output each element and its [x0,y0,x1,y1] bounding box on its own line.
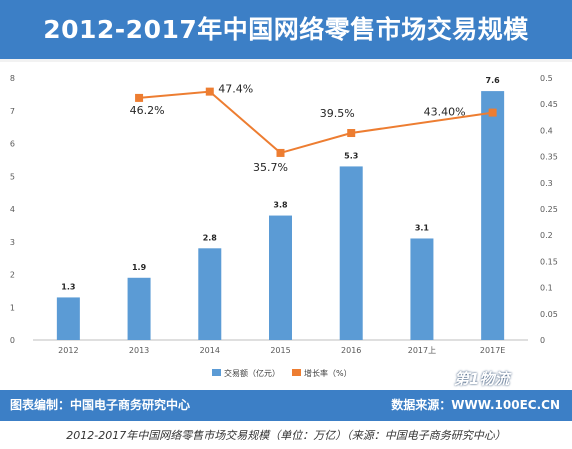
chart-frame: 2012-2017年中国网络零售市场交易规模 0 1 2 3 4 5 6 7 8 0 0.05 0.1… [0,0,572,421]
title-bar: 2012-2017年中国网络零售市场交易规模 [0,0,572,62]
bar [269,215,292,340]
growth-line [138,90,493,155]
bar [481,91,505,340]
growth-value-label: 39.5% [320,107,355,120]
watermark-logo: 第1物流 [454,370,510,388]
y2-tick-label: 0.2 [540,231,553,240]
x-tick-label: 2016 [341,346,361,355]
y-tick-label: 0 [10,336,15,345]
y-tick-label: 3 [10,238,15,247]
y2-tick-label: 0.05 [540,310,558,319]
growth-point [276,148,285,157]
bar [56,297,80,340]
bar-value-label: 3.8 [273,201,288,210]
growth-value-label: 43.40% [424,106,466,119]
legend-swatch-bar [212,369,221,376]
x-tick-label: 2013 [129,346,149,355]
y2-tick-label: 0.1 [540,284,553,293]
growth-value-label: 47.4% [218,83,253,96]
y2-tick-label: 0 [540,336,545,345]
legend-swatch-line [292,369,301,376]
x-tick-label: 2014 [200,346,220,355]
footer-source: 数据来源：WWW.100EC.CN [391,398,560,412]
x-tick-label: 2017E [480,346,505,355]
y-tick-label: 5 [10,172,15,181]
bar [198,248,222,340]
y2-tick-label: 0.15 [540,257,558,266]
bar [339,166,363,340]
chart-title: 2012-2017年中国网络零售市场交易规模 [43,15,529,44]
chart-area: 0 1 2 3 4 5 6 7 8 0 0.05 0.1 0.15 0.2 0.25 0.3 0.35 0.4 0.… [0,64,572,390]
y2-tick-label: 0.5 [540,74,553,83]
bar [127,277,151,340]
footer-compiler: 图表编制：中国电子商务研究中心 [10,398,191,412]
legend-label-line: 增长率（%） [304,368,352,378]
y-tick-label: 6 [10,140,15,149]
y2-tick-label: 0.25 [540,205,558,214]
growth-point [488,108,497,117]
growth-value-label: 46.2% [130,104,165,117]
y2-tick-label: 0.3 [540,179,553,188]
bar-value-label: 7.6 [486,76,501,85]
y-tick-label: 8 [10,74,15,83]
growth-point [205,87,214,96]
bar-value-label: 5.3 [344,151,358,160]
combo-chart: 0 1 2 3 4 5 6 7 8 0 0.05 0.1 0.15 0.2 0.25 0.3 0.35 0.4 0.… [10,74,558,378]
y2-tick-label: 0.4 [540,126,553,135]
y2-tick-label: 0.45 [540,100,558,109]
growth-point [135,93,144,102]
legend-label-bar: 交易额（亿元） [224,368,280,378]
image-caption: 2012-2017年中国网络零售市场交易规模（单位：万亿）（来源：中国电子商务研… [66,429,506,442]
bar-value-label: 1.3 [61,282,75,291]
growth-value-label: 35.7% [253,161,288,174]
y2-tick-label: 0.35 [540,153,558,162]
bar-value-label: 2.8 [203,233,218,242]
bar [410,238,434,340]
footer-bar: 图表编制：中国电子商务研究中心 数据来源：WWW.100EC.CN [0,390,572,421]
growth-point [347,129,356,138]
x-tick-label: 2017上 [408,346,436,355]
bar-value-label: 1.9 [132,263,147,272]
y-tick-label: 1 [10,303,15,312]
x-tick-label: 2012 [58,346,78,355]
y-tick-label: 7 [10,107,15,116]
y-tick-label: 4 [10,205,15,214]
x-tick-label: 2015 [270,346,290,355]
y-tick-label: 2 [10,271,15,280]
bar-value-label: 3.1 [415,223,430,232]
